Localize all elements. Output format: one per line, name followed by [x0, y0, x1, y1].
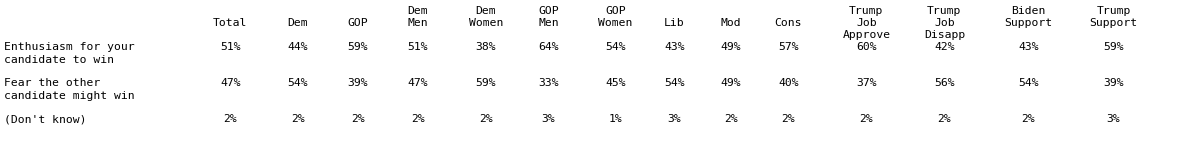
- Text: 2%: 2%: [937, 114, 952, 124]
- Text: 40%: 40%: [778, 78, 799, 88]
- Text: 3%: 3%: [541, 114, 556, 124]
- Text: 38%: 38%: [475, 42, 497, 52]
- Text: 59%: 59%: [347, 42, 368, 52]
- Text: 59%: 59%: [475, 78, 497, 88]
- Text: Dem: Dem: [287, 18, 308, 28]
- Text: 49%: 49%: [720, 78, 742, 88]
- Text: Approve: Approve: [842, 30, 890, 40]
- Text: 2%: 2%: [781, 114, 796, 124]
- Text: Job: Job: [934, 18, 955, 28]
- Text: 39%: 39%: [1103, 78, 1124, 88]
- Text: 39%: 39%: [347, 78, 368, 88]
- Text: 49%: 49%: [720, 42, 742, 52]
- Text: Support: Support: [1090, 18, 1138, 28]
- Text: 59%: 59%: [1103, 42, 1124, 52]
- Text: (Don't know): (Don't know): [4, 114, 86, 124]
- Text: Lib: Lib: [664, 18, 685, 28]
- Text: Cons: Cons: [775, 18, 802, 28]
- Text: 2%: 2%: [479, 114, 493, 124]
- Text: Men: Men: [407, 18, 428, 28]
- Text: 51%: 51%: [407, 42, 428, 52]
- Text: 44%: 44%: [287, 42, 308, 52]
- Text: 47%: 47%: [407, 78, 428, 88]
- Text: Dem: Dem: [475, 6, 497, 16]
- Text: Total: Total: [214, 18, 247, 28]
- Text: 2%: 2%: [724, 114, 738, 124]
- Text: 1%: 1%: [608, 114, 623, 124]
- Text: 54%: 54%: [605, 42, 626, 52]
- Text: 3%: 3%: [667, 114, 682, 124]
- Text: 54%: 54%: [664, 78, 685, 88]
- Text: 42%: 42%: [934, 42, 955, 52]
- Text: 45%: 45%: [605, 78, 626, 88]
- Text: 33%: 33%: [538, 78, 559, 88]
- Text: 54%: 54%: [1018, 78, 1039, 88]
- Text: 51%: 51%: [220, 42, 241, 52]
- Text: candidate to win: candidate to win: [4, 55, 114, 65]
- Text: Trump: Trump: [928, 6, 961, 16]
- Text: Job: Job: [856, 18, 877, 28]
- Text: GOP: GOP: [347, 18, 368, 28]
- Text: 2%: 2%: [290, 114, 305, 124]
- Text: Disapp: Disapp: [924, 30, 965, 40]
- Text: 2%: 2%: [1021, 114, 1036, 124]
- Text: candidate might win: candidate might win: [4, 91, 134, 101]
- Text: Biden: Biden: [1012, 6, 1045, 16]
- Text: Dem: Dem: [407, 6, 428, 16]
- Text: Women: Women: [599, 18, 632, 28]
- Text: 37%: 37%: [856, 78, 877, 88]
- Text: 3%: 3%: [1106, 114, 1121, 124]
- Text: 64%: 64%: [538, 42, 559, 52]
- Text: Enthusiasm for your: Enthusiasm for your: [4, 42, 134, 52]
- Text: Fear the other: Fear the other: [4, 78, 100, 88]
- Text: Men: Men: [538, 18, 559, 28]
- Text: 57%: 57%: [778, 42, 799, 52]
- Text: 43%: 43%: [664, 42, 685, 52]
- Text: Mod: Mod: [720, 18, 742, 28]
- Text: Trump: Trump: [1097, 6, 1130, 16]
- Text: Support: Support: [1004, 18, 1052, 28]
- Text: 2%: 2%: [859, 114, 874, 124]
- Text: Trump: Trump: [850, 6, 883, 16]
- Text: GOP: GOP: [538, 6, 559, 16]
- Text: 2%: 2%: [350, 114, 365, 124]
- Text: 60%: 60%: [856, 42, 877, 52]
- Text: Women: Women: [469, 18, 503, 28]
- Text: 54%: 54%: [287, 78, 308, 88]
- Text: 43%: 43%: [1018, 42, 1039, 52]
- Text: 2%: 2%: [410, 114, 425, 124]
- Text: 56%: 56%: [934, 78, 955, 88]
- Text: GOP: GOP: [605, 6, 626, 16]
- Text: 47%: 47%: [220, 78, 241, 88]
- Text: 2%: 2%: [223, 114, 238, 124]
